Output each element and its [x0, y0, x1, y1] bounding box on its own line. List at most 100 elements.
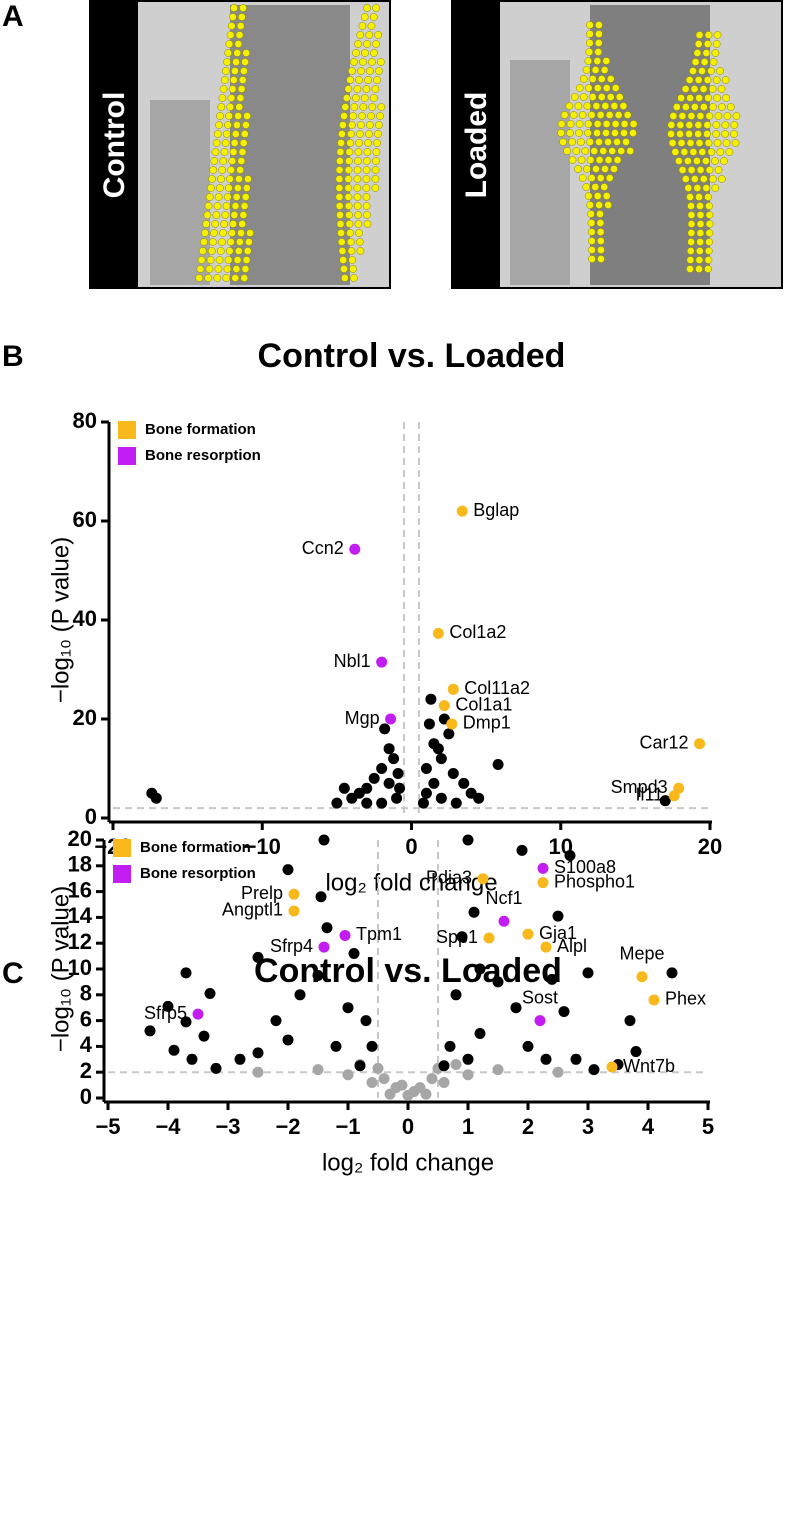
spot	[355, 238, 364, 246]
spot	[695, 139, 704, 147]
spot	[228, 85, 237, 93]
point	[450, 989, 462, 1001]
spot	[604, 138, 612, 146]
spot	[362, 184, 371, 192]
spot	[229, 220, 238, 228]
spot	[566, 120, 575, 128]
spot	[568, 138, 576, 146]
spot	[344, 193, 353, 201]
spot	[677, 139, 686, 147]
spot	[233, 121, 241, 129]
spot	[202, 220, 211, 228]
spot	[353, 193, 362, 201]
spot	[347, 130, 355, 138]
panel-label: B	[2, 340, 24, 373]
spot	[698, 67, 706, 75]
spot	[210, 229, 218, 237]
spot	[582, 183, 591, 191]
spot	[686, 265, 694, 273]
point	[636, 971, 648, 983]
spot	[341, 103, 350, 111]
spot	[226, 31, 235, 39]
spot	[233, 256, 242, 264]
spot	[242, 121, 250, 129]
spot	[340, 274, 349, 282]
spot	[596, 237, 605, 245]
spot	[711, 49, 720, 57]
spot	[354, 211, 362, 219]
spot	[703, 76, 712, 84]
spot	[731, 139, 740, 147]
spot	[234, 40, 243, 48]
spot	[374, 31, 383, 39]
x-tick-label: 0	[405, 834, 417, 859]
spot	[351, 94, 360, 102]
spot	[705, 211, 714, 219]
spot	[236, 238, 244, 246]
spot	[203, 211, 212, 219]
spot	[237, 85, 246, 93]
spot	[595, 30, 603, 38]
spot	[226, 103, 235, 111]
spot	[371, 175, 380, 183]
spot	[354, 148, 363, 156]
spot	[344, 166, 353, 174]
spot	[593, 192, 602, 200]
spot	[716, 148, 725, 156]
point	[540, 1053, 552, 1065]
spot	[620, 129, 628, 137]
spot	[705, 238, 713, 246]
point	[546, 973, 558, 985]
point-label: Tpm1	[356, 924, 402, 944]
spot	[377, 103, 386, 111]
point	[450, 1058, 462, 1070]
spot	[363, 148, 372, 156]
spot	[338, 130, 346, 138]
spot	[695, 193, 703, 201]
spot	[229, 76, 238, 84]
spot	[584, 57, 593, 65]
point	[349, 543, 361, 555]
legend-label: Bone resorption	[140, 865, 256, 882]
point	[450, 797, 462, 809]
spot	[357, 121, 365, 129]
spot	[355, 76, 363, 84]
spot	[222, 67, 230, 75]
spot	[593, 129, 601, 137]
spot	[606, 75, 615, 83]
spot	[667, 121, 676, 129]
spot	[705, 112, 714, 120]
x-tick-label: −10	[244, 834, 281, 859]
spot	[342, 94, 351, 102]
spot	[579, 75, 588, 83]
spot	[225, 112, 233, 120]
legend-label: Bone resorption	[145, 447, 261, 464]
point	[144, 1025, 156, 1037]
legend-label: Bone formation	[140, 839, 251, 856]
point	[428, 777, 440, 789]
point	[282, 1034, 294, 1046]
y-tick-label: 18	[68, 852, 92, 877]
spot	[711, 157, 719, 165]
spot	[238, 148, 247, 156]
spot	[597, 246, 605, 254]
spot	[223, 265, 232, 273]
spot	[690, 175, 699, 183]
point	[458, 777, 470, 789]
point	[522, 928, 534, 940]
spot	[723, 112, 732, 120]
point	[385, 713, 397, 725]
point	[492, 976, 504, 988]
spot	[349, 112, 357, 120]
spot	[224, 256, 233, 264]
spot	[353, 166, 362, 174]
point	[435, 792, 447, 804]
point	[522, 1040, 534, 1052]
spot	[600, 183, 609, 191]
spot	[687, 112, 696, 120]
spot	[702, 157, 710, 165]
spot	[359, 58, 367, 66]
spot	[680, 148, 689, 156]
spot	[368, 58, 376, 66]
y-tick-label: 20	[68, 826, 92, 851]
